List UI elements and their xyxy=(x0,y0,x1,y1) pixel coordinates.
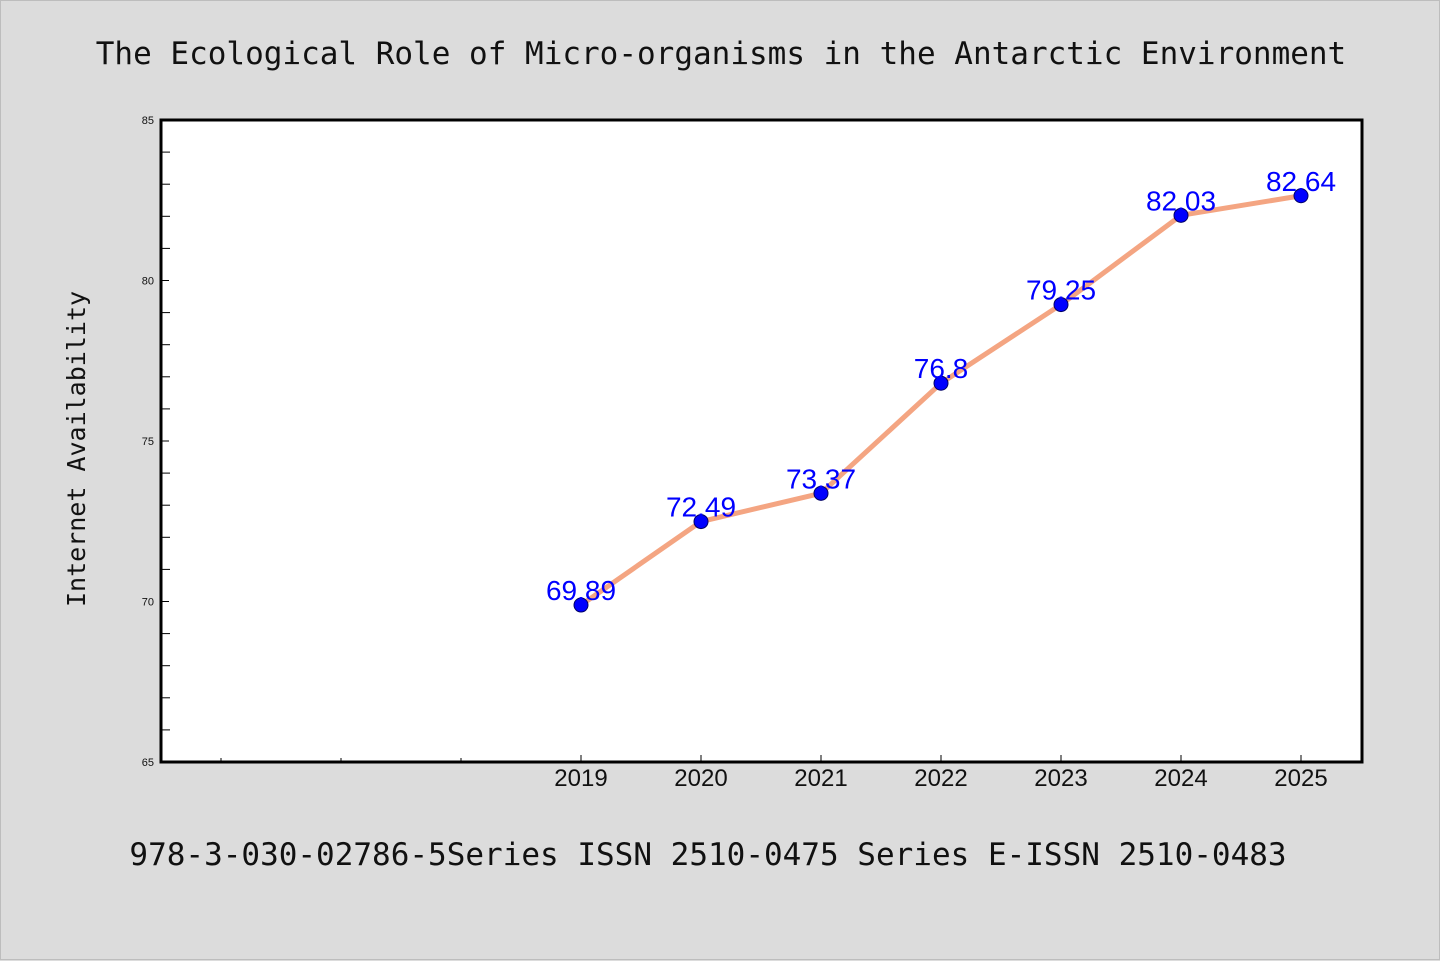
data-point-2025 xyxy=(1293,188,1309,204)
data-label-2023: 79.25 xyxy=(1026,275,1096,306)
x-tick-label: 2024 xyxy=(1154,765,1207,792)
x-tick-label: 2025 xyxy=(1274,765,1327,792)
x-tick-label: 2022 xyxy=(914,765,967,792)
x-tick-label: 2023 xyxy=(1034,765,1087,792)
data-label-2019: 69.89 xyxy=(546,575,616,606)
chart-title: The Ecological Role of Micro-organisms i… xyxy=(96,36,1346,72)
x-tick-label: 2019 xyxy=(554,765,607,792)
x-tick-label: 2021 xyxy=(794,765,847,792)
data-label-2021: 73.37 xyxy=(786,463,856,494)
y-axis-label: Internet Availability xyxy=(62,291,91,607)
data-point-2023 xyxy=(1053,297,1069,313)
data-series xyxy=(573,188,1309,613)
y-tick-label: 75 xyxy=(142,436,154,448)
y-tick-label: 85 xyxy=(142,115,154,127)
data-label-2025: 82.64 xyxy=(1266,166,1336,197)
data-label-2020: 72.49 xyxy=(666,492,736,523)
data-label-2024: 82.03 xyxy=(1146,185,1216,216)
data-point-2020 xyxy=(693,514,709,530)
data-point-2022 xyxy=(933,375,949,391)
data-point-2019 xyxy=(573,597,589,613)
x-axis: 2019 2020 2021 2022 2023 2024 2025 xyxy=(220,755,1328,792)
data-point-2024 xyxy=(1173,207,1189,223)
data-point-2021 xyxy=(813,485,829,501)
y-tick-label: 65 xyxy=(142,757,154,769)
y-tick-label: 70 xyxy=(142,597,154,609)
y-tick-label: 80 xyxy=(142,276,154,288)
y-axis: 65 70 75 80 85 xyxy=(142,115,170,769)
isbn-issn-footer: 978-3-030-02786-5Series ISSN 2510-0475 S… xyxy=(129,837,1286,873)
data-label-2022: 76.8 xyxy=(914,353,969,384)
data-labels: 69.89 72.49 73.37 76.8 79.25 82.03 82.64 xyxy=(546,166,1336,606)
x-tick-label: 2020 xyxy=(674,765,727,792)
